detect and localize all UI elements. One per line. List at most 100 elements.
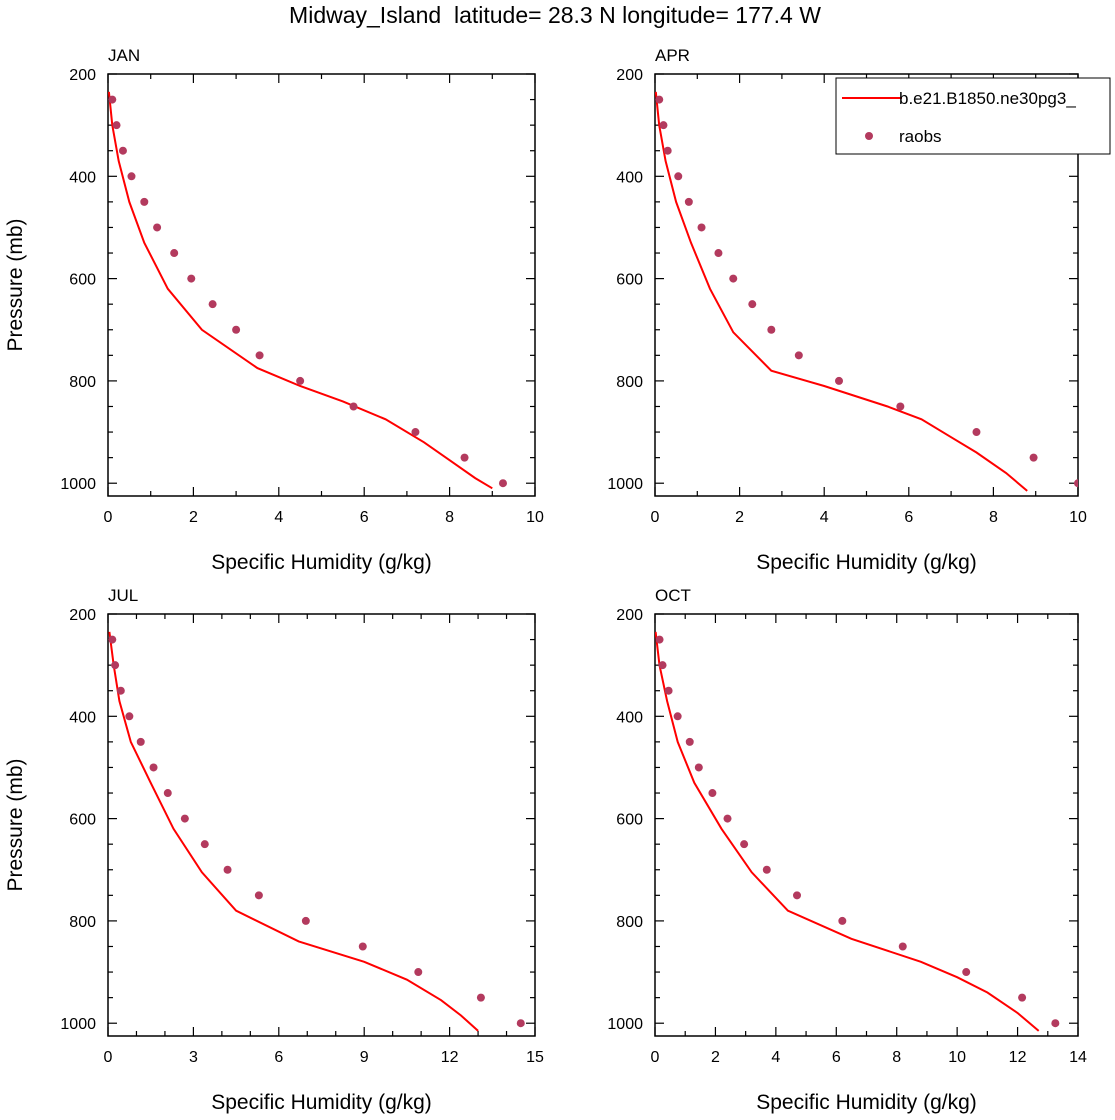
x-tick-label: 0 bbox=[104, 509, 113, 526]
raobs-point bbox=[1018, 993, 1027, 1002]
x-tick-label: 8 bbox=[445, 509, 454, 526]
legend-point-swatch bbox=[865, 132, 873, 140]
raobs-point bbox=[255, 351, 264, 360]
legend-box bbox=[835, 77, 1111, 155]
y-tick-label: 1000 bbox=[607, 476, 643, 493]
raobs-point bbox=[111, 661, 120, 670]
x-tick-label: 6 bbox=[360, 509, 369, 526]
raobs-point bbox=[697, 223, 706, 232]
plot-area bbox=[108, 631, 525, 1032]
raobs-point bbox=[655, 635, 664, 644]
x-tick-label: 15 bbox=[526, 1049, 544, 1066]
raobs-point bbox=[962, 968, 971, 977]
raobs-point bbox=[112, 121, 121, 130]
plot-area bbox=[655, 631, 1060, 1032]
y-tick-label: 600 bbox=[69, 272, 96, 289]
raobs-point bbox=[136, 737, 145, 746]
raobs-point bbox=[414, 968, 423, 977]
y-tick-label: 800 bbox=[69, 374, 96, 391]
panel-label: JAN bbox=[108, 46, 140, 65]
raobs-point bbox=[116, 686, 125, 695]
y-tick-label: 1000 bbox=[60, 1016, 96, 1033]
x-tick-label: 10 bbox=[526, 509, 544, 526]
x-tick-label: 12 bbox=[1009, 1049, 1027, 1066]
x-tick-label: 4 bbox=[820, 509, 829, 526]
raobs-point bbox=[674, 172, 683, 181]
raobs-point bbox=[187, 274, 196, 283]
x-axis-label: Specific Humidity (g/kg) bbox=[211, 551, 432, 574]
raobs-point bbox=[729, 274, 738, 283]
raobs-point bbox=[200, 840, 209, 849]
y-tick-label: 600 bbox=[616, 272, 643, 289]
panel-apr: 0 2 4 6 8 10 200 400 600 800 1000 APR Specific Humid… bbox=[607, 46, 1087, 574]
x-axis-label: Specific Humidity (g/kg) bbox=[756, 1091, 977, 1114]
y-tick-label: 1000 bbox=[607, 1016, 643, 1033]
raobs-point bbox=[762, 865, 771, 874]
panel-jul: 0 3 6 9 12 15 200 400 600 800 1000 JUL Specific Humi… bbox=[4, 586, 544, 1114]
raobs-point bbox=[714, 249, 723, 258]
raobs-point bbox=[127, 172, 136, 181]
legend-entry-raobs: raobs bbox=[899, 127, 942, 146]
raobs-point bbox=[708, 789, 717, 798]
panel-jan: 0 2 4 6 8 10 200 400 600 800 1000 JAN Specific Humid… bbox=[4, 46, 544, 574]
raobs-point bbox=[838, 916, 847, 925]
raobs-point bbox=[170, 249, 179, 258]
raobs-point bbox=[685, 737, 694, 746]
plot-area bbox=[108, 91, 507, 490]
raobs-point bbox=[208, 300, 217, 309]
raobs-point bbox=[896, 402, 905, 411]
raobs-point bbox=[835, 376, 844, 385]
raobs-point bbox=[655, 95, 664, 104]
y-tick-label: 400 bbox=[616, 169, 643, 186]
raobs-point bbox=[972, 428, 981, 437]
raobs-point bbox=[460, 453, 469, 462]
plot-area bbox=[655, 91, 1078, 492]
page-title: Midway_Island latitude= 28.3 N longitude… bbox=[289, 2, 821, 28]
x-tick-label: 9 bbox=[360, 1049, 369, 1066]
raobs-point bbox=[694, 763, 703, 772]
x-tick-label: 6 bbox=[904, 509, 913, 526]
panel-label: APR bbox=[655, 46, 690, 65]
y-tick-label: 600 bbox=[69, 812, 96, 829]
raobs-point bbox=[108, 635, 117, 644]
legend: b.e21.B1850.ne30pg3_raobs bbox=[835, 77, 1111, 155]
raobs-point bbox=[498, 479, 507, 488]
raobs-point bbox=[232, 325, 241, 334]
x-tick-label: 0 bbox=[651, 509, 660, 526]
model-series-line bbox=[655, 91, 1028, 492]
raobs-point bbox=[748, 300, 757, 309]
raobs-point bbox=[767, 325, 776, 334]
plot-frame bbox=[107, 73, 536, 497]
model-series-line bbox=[108, 91, 493, 490]
y-tick-label: 400 bbox=[616, 709, 643, 726]
y-axis-label: Pressure (mb) bbox=[4, 218, 27, 351]
x-tick-label: 6 bbox=[274, 1049, 283, 1066]
raobs-point bbox=[659, 121, 668, 130]
y-tick-label: 200 bbox=[69, 67, 96, 84]
raobs-point bbox=[793, 891, 802, 900]
y-axis-label: Pressure (mb) bbox=[4, 758, 27, 891]
raobs-point bbox=[898, 942, 907, 951]
panel-label: JUL bbox=[108, 586, 138, 605]
x-tick-label: 2 bbox=[735, 509, 744, 526]
raobs-point bbox=[658, 661, 667, 670]
x-axis-label: Specific Humidity (g/kg) bbox=[211, 1091, 432, 1114]
raobs-point bbox=[1074, 479, 1078, 488]
plot-frame bbox=[107, 613, 536, 1037]
raobs-point bbox=[125, 712, 134, 721]
raobs-point bbox=[140, 197, 149, 206]
y-tick-label: 200 bbox=[69, 607, 96, 624]
x-tick-label: 8 bbox=[989, 509, 998, 526]
x-axis-label: Specific Humidity (g/kg) bbox=[756, 551, 977, 574]
x-tick-label: 4 bbox=[274, 509, 283, 526]
y-tick-label: 400 bbox=[69, 709, 96, 726]
raobs-point bbox=[663, 146, 672, 155]
panel-label: OCT bbox=[655, 586, 691, 605]
model-series-line bbox=[655, 631, 1040, 1032]
raobs-point bbox=[153, 223, 162, 232]
raobs-point bbox=[163, 789, 172, 798]
raobs-point bbox=[358, 942, 367, 951]
raobs-point bbox=[118, 146, 127, 155]
raobs-point bbox=[684, 197, 693, 206]
